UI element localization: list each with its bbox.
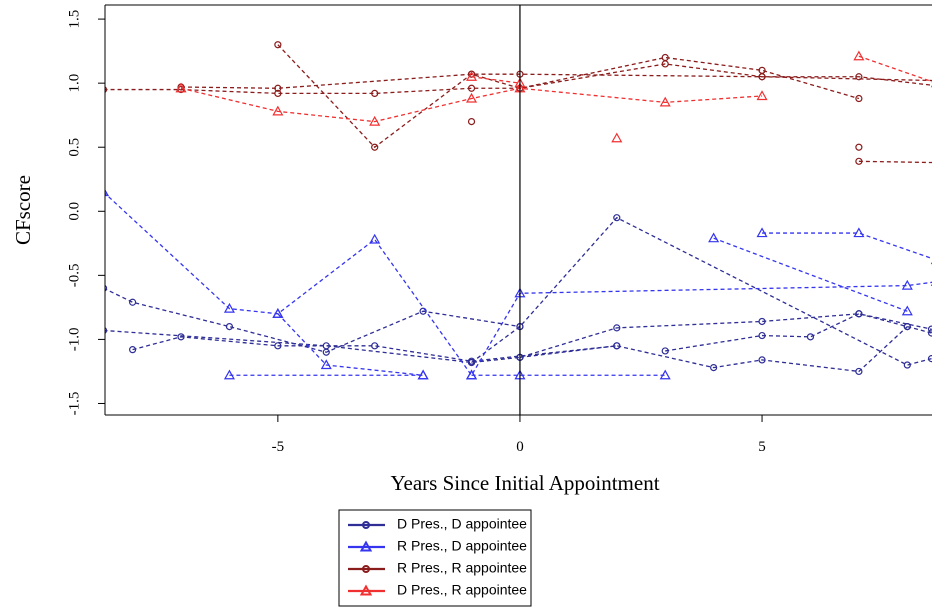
- series-line: [181, 73, 932, 89]
- y-tick-label: 1.5: [66, 10, 82, 29]
- point: [105, 86, 108, 93]
- series-line: [665, 313, 932, 352]
- y-tick-label: 1.0: [66, 74, 82, 93]
- point: [758, 331, 766, 340]
- point: [659, 96, 671, 107]
- point: [855, 367, 863, 376]
- point: [855, 73, 863, 81]
- legend-label: D Pres., R appointee: [397, 582, 527, 598]
- point: [758, 356, 766, 364]
- point: [806, 333, 815, 341]
- series-line: [105, 192, 932, 377]
- point: [466, 92, 478, 103]
- point: [417, 369, 429, 380]
- point: [320, 359, 332, 370]
- point: [274, 41, 282, 49]
- point: [272, 308, 284, 318]
- x-tick-label: -5: [272, 439, 285, 455]
- y-axis-title: CFscore: [11, 175, 35, 245]
- point: [901, 305, 913, 316]
- point: [853, 227, 865, 238]
- point: [613, 324, 621, 332]
- point: [274, 84, 282, 92]
- point: [853, 50, 865, 61]
- point: [901, 279, 913, 290]
- point: [369, 115, 381, 126]
- y-tick-label: -1.5: [66, 392, 82, 416]
- series-line: [762, 232, 932, 260]
- point: [661, 347, 669, 355]
- point: [128, 346, 137, 354]
- series-line: [105, 288, 521, 353]
- x-tick-label: 0: [516, 439, 524, 455]
- series-line: [180, 87, 763, 123]
- plot-area: [105, 41, 932, 380]
- point: [371, 342, 379, 350]
- legend-label: R Pres., R appointee: [397, 560, 527, 576]
- point: [855, 310, 863, 318]
- point: [225, 322, 234, 331]
- legend-label: D Pres., D appointee: [397, 516, 527, 532]
- series-line: [105, 313, 932, 364]
- point: [758, 73, 766, 81]
- point: [466, 71, 478, 81]
- point: [274, 89, 282, 98]
- point: [105, 327, 108, 334]
- point: [128, 298, 137, 306]
- point: [322, 342, 330, 350]
- series-line: [277, 44, 860, 149]
- point: [105, 188, 110, 197]
- series-line: [858, 160, 932, 164]
- y-tick-label: -1.0: [66, 328, 82, 352]
- point: [467, 358, 476, 367]
- point: [855, 94, 863, 103]
- point: [855, 143, 863, 151]
- point: [756, 90, 768, 101]
- legend-marker: [362, 565, 370, 573]
- point: [708, 232, 720, 243]
- y-tick-label: 0.0: [66, 202, 82, 221]
- point: [613, 342, 621, 350]
- series-line: [713, 237, 908, 312]
- point: [466, 369, 478, 380]
- point: [223, 302, 235, 313]
- x-axis-title: Years Since Initial Appointment: [390, 471, 659, 495]
- legend-label: R Pres., D appointee: [397, 538, 527, 554]
- x-tick-label: 5: [758, 439, 766, 455]
- point: [371, 89, 379, 98]
- point: [105, 284, 108, 292]
- point: [903, 361, 911, 369]
- series-line: [471, 76, 521, 84]
- point: [272, 105, 284, 116]
- legend-marker: [362, 521, 370, 529]
- point: [611, 132, 623, 143]
- series-line: [105, 63, 932, 95]
- point: [223, 369, 235, 380]
- point: [661, 53, 669, 62]
- point: [369, 233, 381, 244]
- point: [613, 214, 621, 222]
- point: [467, 84, 476, 92]
- point: [177, 333, 185, 341]
- point: [659, 369, 671, 380]
- point: [371, 143, 379, 151]
- series-line: [277, 313, 424, 376]
- point: [274, 342, 282, 350]
- series-line: [132, 336, 617, 362]
- legend-marker: [359, 540, 373, 552]
- series-line: [471, 216, 932, 366]
- point: [175, 82, 187, 93]
- point: [758, 317, 766, 326]
- point: [855, 157, 863, 165]
- y-tick-label: -0.5: [66, 263, 82, 287]
- point: [903, 322, 911, 331]
- point: [467, 117, 476, 126]
- legend-marker: [359, 584, 373, 596]
- point: [710, 363, 718, 372]
- y-tick-label: 0.5: [66, 138, 82, 157]
- point: [756, 227, 768, 238]
